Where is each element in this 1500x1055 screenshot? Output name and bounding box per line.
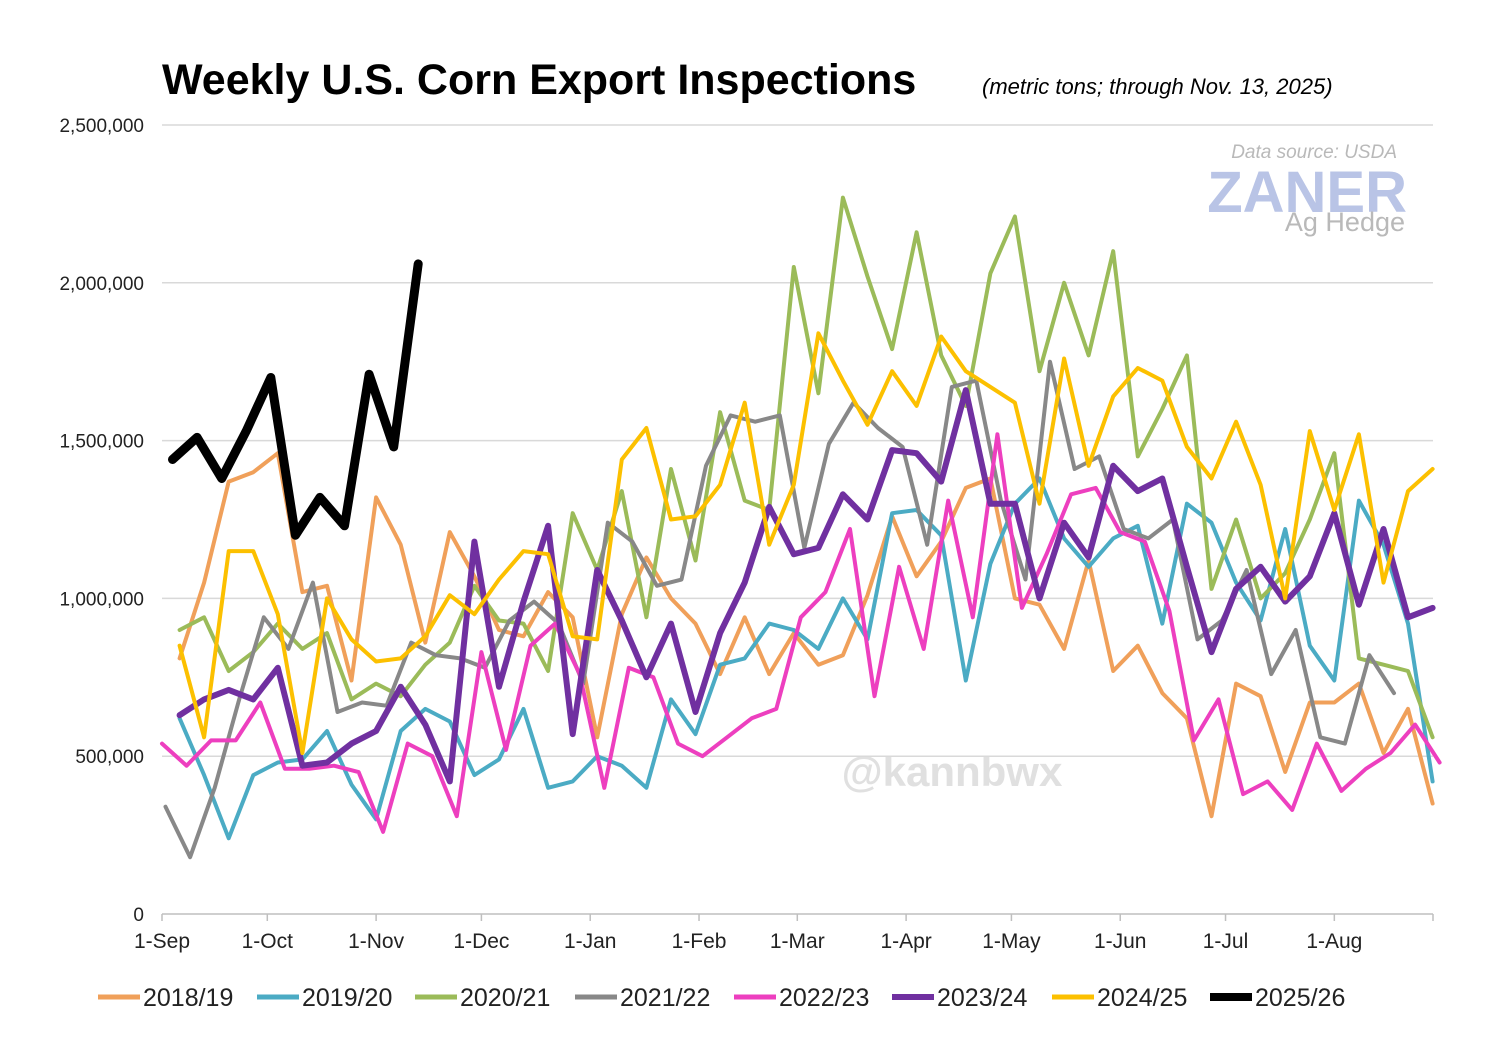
y-tick-label: 2,000,000 [59,274,144,295]
x-tick-label: 1-Jun [1094,930,1147,953]
x-tick-label: 1-Nov [348,930,405,953]
series-line-2021-22 [163,359,1396,860]
series-line-2022-23 [160,432,1442,834]
y-axis-ticks: 0 500,000 1,000,000 1,500,000 2,000,000 2,500… [59,116,144,926]
legend-label: 2019/20 [302,984,392,1012]
x-tick-label: 1-Apr [880,930,931,953]
x-tick-label: 1-Feb [672,930,727,953]
series-line-2018-19 [177,451,1435,819]
data-source-note: Data source: USDA [1231,142,1397,163]
y-tick-label: 1,000,000 [59,589,144,610]
series-line-2024-25 [177,331,1435,755]
legend-label: 2025/26 [1255,984,1345,1012]
series-lines [160,195,1442,860]
x-tick-label: 1-Jan [564,930,617,953]
x-tick-label: 1-Jul [1203,930,1249,953]
y-tick-label: 500,000 [75,747,144,768]
series-line-2020-21 [177,195,1435,740]
series-line-2023-24 [176,387,1436,785]
legend-label: 2024/25 [1097,984,1187,1012]
legend: 2018/19 2019/20 2020/21 2021/22 2022/23 2023/… [98,984,1345,1012]
ag-hedge-logo-text: Ag Hedge [1285,207,1405,237]
y-tick-label: 1,500,000 [59,432,144,453]
legend-label: 2021/22 [620,984,710,1012]
zaner-logo: ZANER [1207,160,1407,225]
x-tick-label: 1-Oct [242,930,294,953]
legend-label: 2023/24 [937,984,1027,1012]
x-tick-label: 1-Aug [1306,930,1362,953]
legend-label: 2018/19 [143,984,233,1012]
x-tick-label: 1-May [982,930,1041,953]
chart-subtitle: (metric tons; through Nov. 13, 2025) [982,74,1333,99]
series-line-2025-26 [168,259,423,540]
handle-watermark: @kannbwx [842,748,1063,795]
y-tick-label: 2,500,000 [59,116,144,137]
chart-title: Weekly U.S. Corn Export Inspections [162,56,916,104]
x-tick-label: 1-Dec [453,930,509,953]
legend-label: 2022/23 [779,984,869,1012]
legend-label: 2020/21 [460,984,550,1012]
y-tick-label: 0 [133,905,144,926]
x-tick-label: 1-Mar [770,930,825,953]
x-tick-label: 1-Sep [134,930,190,953]
x-axis: 1-Sep 1-Oct 1-Nov 1-Dec 1-Jan 1-Feb 1-Mar 1-Apr… [134,913,1434,953]
